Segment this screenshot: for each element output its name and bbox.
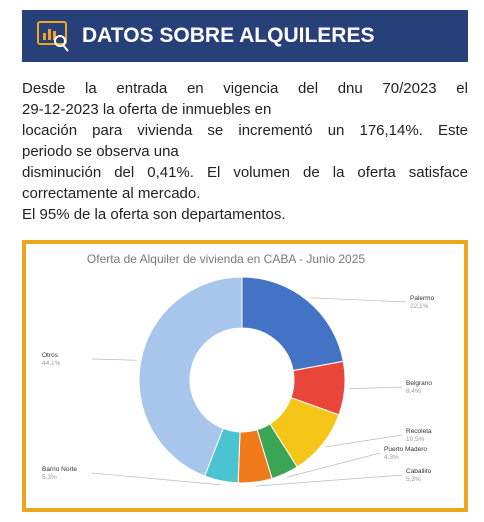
slice-value: 5,3% bbox=[406, 476, 421, 483]
text-line: 29-12-2023 la oferta de inmuebles en bbox=[22, 101, 272, 118]
text-line: periodo se observa una bbox=[22, 143, 179, 160]
chart-title: Oferta de Alquiler de vivienda en CABA -… bbox=[87, 252, 366, 266]
slice-value: 4,3% bbox=[384, 454, 399, 461]
slice-label: Otros bbox=[42, 352, 59, 359]
donut-slice bbox=[241, 276, 344, 372]
slice-value: 44,1% bbox=[42, 360, 61, 367]
slice-label: Puerto Madero bbox=[384, 446, 427, 453]
slice-value: 5,3% bbox=[42, 474, 57, 481]
slice-label: Palermo bbox=[410, 295, 435, 302]
slice-value: 22,1% bbox=[410, 303, 429, 310]
leader-line bbox=[91, 472, 221, 486]
leader-line bbox=[286, 452, 381, 478]
donut-slice bbox=[138, 276, 243, 477]
section-header: DATOS SOBRE ALQUILERES bbox=[22, 10, 468, 62]
header-icon bbox=[37, 21, 69, 52]
leader-line bbox=[310, 297, 407, 303]
slice-value: 10,5% bbox=[406, 436, 425, 443]
text-line: locación para vivienda se incrementó un … bbox=[22, 122, 468, 139]
text-line: El 95% de la oferta son departamentos. bbox=[22, 206, 286, 223]
slice-label: Barrio Norte bbox=[42, 466, 77, 473]
text-line: Desde la entrada en vigencia del dnu 70/… bbox=[22, 80, 468, 97]
header-title: DATOS SOBRE ALQUILERES bbox=[82, 24, 375, 47]
paragraph: Desde la entrada en vigencia del dnu 70/… bbox=[22, 78, 468, 225]
leader-line bbox=[325, 434, 403, 448]
slice-value: 8,4% bbox=[406, 388, 421, 395]
leader-line bbox=[348, 386, 403, 390]
chart-frame: Oferta de Alquiler de vivienda en CABA -… bbox=[22, 240, 468, 512]
leader-line bbox=[255, 474, 403, 487]
slice-label: Caballito bbox=[406, 468, 432, 475]
text-line: disminución del 0,41%. El volumen de la … bbox=[22, 164, 468, 181]
slice-label: Recoleta bbox=[406, 428, 432, 435]
slice-label: Belgrano bbox=[406, 380, 432, 387]
chart: Oferta de Alquiler de vivienda en CABA -… bbox=[42, 252, 435, 487]
text-line: correctamente al mercado. bbox=[22, 185, 201, 202]
leader-line bbox=[91, 358, 137, 361]
